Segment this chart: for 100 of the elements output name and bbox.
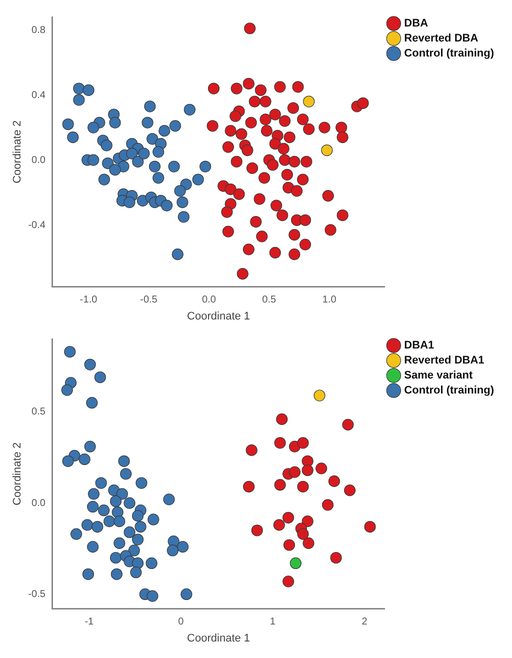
point	[61, 384, 73, 396]
point	[94, 371, 106, 384]
legend-label: Reverted DBA	[404, 32, 478, 45]
point	[251, 524, 263, 536]
point	[92, 520, 104, 533]
point	[110, 568, 122, 580]
point	[297, 528, 309, 540]
point	[200, 160, 212, 172]
legend-label: Control (training)	[404, 48, 494, 60]
point	[283, 539, 296, 551]
point	[136, 477, 148, 489]
point	[276, 413, 288, 426]
point	[314, 390, 326, 402]
point	[109, 164, 121, 176]
x-tick-label: -0.5	[140, 294, 158, 306]
point	[114, 516, 126, 528]
point	[144, 100, 156, 112]
point	[112, 506, 124, 518]
point	[132, 510, 144, 522]
point	[160, 200, 173, 212]
point	[136, 194, 149, 206]
point	[110, 495, 122, 508]
point	[152, 172, 164, 184]
point	[124, 196, 136, 208]
point	[86, 397, 98, 409]
point	[330, 552, 342, 564]
legend-label: Control (training)	[404, 384, 494, 397]
x-tick-label: 1.0	[322, 294, 337, 306]
y-axis-title: Coordinate 2	[12, 120, 24, 184]
point	[84, 440, 96, 452]
y-tick-label: -0.4	[28, 220, 46, 231]
point	[64, 346, 76, 358]
point	[246, 444, 258, 456]
point	[132, 557, 144, 570]
point	[120, 468, 132, 480]
point	[114, 537, 126, 549]
point	[88, 122, 100, 134]
point	[178, 211, 190, 223]
point	[73, 82, 85, 94]
point	[176, 541, 189, 553]
point	[288, 466, 301, 478]
y-tick-label: 0.0	[32, 154, 46, 166]
point	[152, 146, 164, 158]
legend-label: DBA	[404, 18, 428, 30]
point	[95, 477, 107, 489]
point	[104, 516, 116, 528]
point	[146, 133, 158, 145]
point	[302, 464, 314, 476]
point	[302, 516, 314, 528]
point	[148, 160, 161, 172]
y-tick-label: -0.5	[28, 588, 46, 600]
x-tick-label: 0	[178, 616, 184, 628]
x-tick-label: -1	[84, 616, 94, 628]
point	[302, 537, 314, 549]
point	[70, 528, 82, 540]
legend-label: Reverted DBA1	[404, 354, 484, 367]
point	[62, 118, 74, 130]
y-axis-title: Coordinate 2	[12, 442, 24, 506]
point	[109, 116, 121, 128]
point	[172, 248, 184, 260]
point	[138, 148, 150, 160]
point	[174, 185, 186, 197]
point	[344, 484, 356, 496]
point	[274, 437, 286, 449]
point	[282, 576, 294, 588]
point	[82, 84, 94, 96]
x-axis-title: Coordinate 1	[187, 632, 250, 644]
point	[132, 534, 144, 546]
point	[184, 104, 196, 116]
point	[98, 174, 110, 186]
point	[303, 96, 315, 108]
point	[243, 480, 255, 492]
point	[102, 157, 114, 170]
point	[158, 124, 170, 137]
point	[342, 418, 354, 430]
point	[126, 148, 138, 160]
y-tick-label: 0.4	[32, 90, 46, 101]
y-tick-label: 0.5	[32, 406, 46, 418]
y-tick-label: 0.8	[32, 24, 46, 36]
point	[88, 488, 100, 500]
point	[84, 358, 96, 370]
point	[328, 475, 340, 487]
legend-label: DBA1	[404, 340, 434, 352]
point	[124, 497, 136, 509]
point	[142, 116, 154, 128]
point	[116, 488, 128, 500]
x-tick-label: -1.0	[80, 294, 98, 306]
point	[169, 120, 182, 132]
point	[322, 499, 334, 511]
x-tick-label: 1	[270, 616, 276, 628]
point	[364, 520, 376, 533]
point	[148, 514, 160, 526]
y-tick-label: 0.0	[32, 498, 46, 509]
point	[67, 131, 79, 144]
point	[163, 494, 175, 506]
point	[274, 479, 286, 491]
point	[166, 544, 178, 556]
legend-label: Same variant	[404, 370, 474, 382]
point	[297, 437, 309, 449]
x-tick-label: 0.5	[262, 294, 277, 306]
